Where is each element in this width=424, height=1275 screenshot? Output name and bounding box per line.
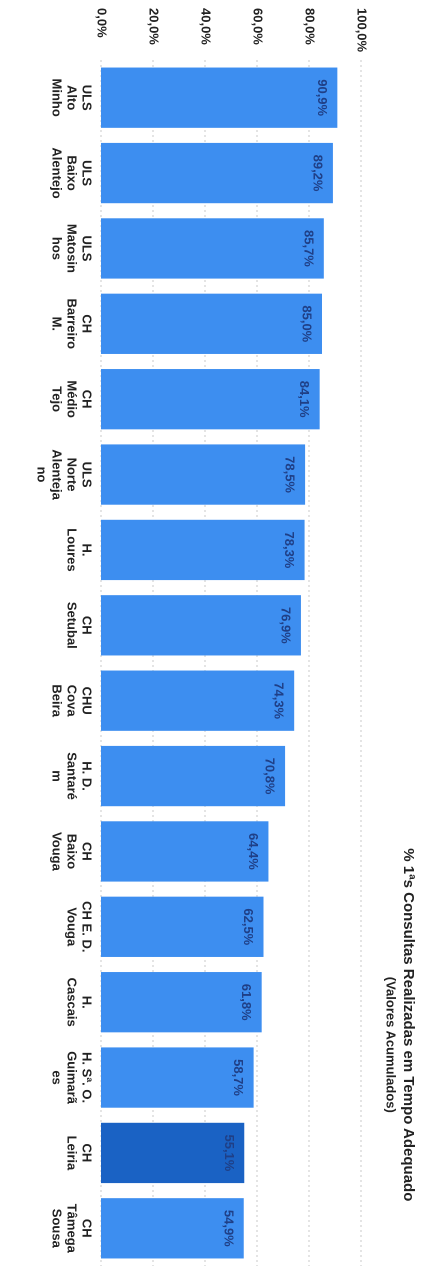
data-label: 90,9% xyxy=(315,79,330,116)
category-label: Leiria xyxy=(65,1136,80,1171)
bar xyxy=(101,293,322,354)
category-label: hos xyxy=(50,237,65,260)
category-label: ULS xyxy=(80,462,95,488)
tick-layer: 0,0% 20,0% 40,0% 60,0% 80,0% 100,0% xyxy=(95,8,370,53)
y-tick-label: 60,0% xyxy=(251,8,266,45)
category-layer: ULSAltoMinhoULSBaixoAlentejoULSMatosinho… xyxy=(35,79,95,1254)
bar xyxy=(101,821,269,882)
chart-subtitle: (Valores Acumulados) xyxy=(384,977,399,1113)
category-label: Alto xyxy=(65,85,80,110)
data-label: 89,2% xyxy=(310,155,325,192)
category-label: Médio xyxy=(65,380,80,418)
y-tick-label: 20,0% xyxy=(147,8,162,45)
category-label: CH xyxy=(80,1219,95,1238)
bar xyxy=(101,1047,254,1108)
category-label: Alenteja xyxy=(50,449,65,500)
category-label: ULS xyxy=(80,160,95,186)
bar xyxy=(101,67,338,128)
category-label: Cascais xyxy=(65,978,80,1027)
data-label: 78,3% xyxy=(282,532,297,569)
category-label: CH xyxy=(80,842,95,861)
category-label: ULS xyxy=(80,235,95,261)
bar xyxy=(101,369,320,430)
category-label: H. D. xyxy=(80,761,95,791)
data-label: 78,5% xyxy=(283,456,298,493)
category-label: CH xyxy=(80,616,95,635)
category-label: m xyxy=(50,770,65,782)
category-label: Barreiro xyxy=(65,299,80,350)
category-label: Vouga xyxy=(65,907,80,947)
category-label: Vouga xyxy=(50,832,65,872)
category-label: H. xyxy=(80,543,95,556)
category-label: CH E. D. xyxy=(80,901,95,952)
data-label: 58,7% xyxy=(231,1059,246,1096)
category-label: Sousa xyxy=(50,1209,65,1249)
category-label: H. Sª. O. xyxy=(80,1052,95,1103)
data-label: 64,4% xyxy=(246,833,261,870)
category-label: CH xyxy=(80,314,95,333)
data-label: 85,7% xyxy=(301,230,316,267)
category-label: CHU xyxy=(80,687,95,715)
bar xyxy=(101,1198,244,1259)
y-tick-label: 100,0% xyxy=(355,8,370,53)
bar-layer xyxy=(101,67,338,1259)
label-layer: 90,9% 89,2% 85,7% 85,0% 84,1% 78,5% 78,3% 76,9%… xyxy=(221,79,330,1247)
category-label: Loures xyxy=(65,528,80,571)
category-label: es xyxy=(50,1070,65,1084)
category-label: Santaré xyxy=(65,752,80,800)
data-label: 76,9% xyxy=(279,607,294,644)
data-label: 70,8% xyxy=(263,758,278,795)
y-tick-label: 0,0% xyxy=(95,8,110,38)
bar xyxy=(101,142,333,204)
category-label: Minho xyxy=(50,79,65,117)
category-label: Matosin xyxy=(65,224,80,273)
data-label: 55,1% xyxy=(222,1135,237,1172)
bar xyxy=(101,972,262,1033)
bar xyxy=(101,670,295,731)
bar xyxy=(101,519,305,581)
data-label: 84,1% xyxy=(297,381,312,418)
category-label: M. xyxy=(50,317,65,331)
bar xyxy=(101,444,306,505)
bar xyxy=(101,1122,245,1184)
title-layer: % 1ªs Consultas Realizadas em Tempo Adeq… xyxy=(384,848,417,1201)
category-label: Baixo xyxy=(65,834,80,869)
category-label: Alentejo xyxy=(50,147,65,198)
category-label: Tâmega xyxy=(65,1204,80,1254)
category-label: Beira xyxy=(50,684,65,717)
bar xyxy=(101,595,301,656)
category-label: Guimarã xyxy=(65,1051,80,1105)
category-label: ULS xyxy=(80,85,95,111)
category-label: Cova xyxy=(65,685,80,718)
category-label: CH xyxy=(80,1144,95,1163)
chart-title: % 1ªs Consultas Realizadas em Tempo Adeq… xyxy=(400,848,417,1201)
y-tick-label: 80,0% xyxy=(303,8,318,45)
data-label: 61,8% xyxy=(239,984,254,1021)
bar xyxy=(101,218,324,279)
bar xyxy=(101,745,286,807)
y-tick-label: 40,0% xyxy=(199,8,214,45)
data-label: 62,5% xyxy=(241,908,256,945)
category-label: CH xyxy=(80,390,95,409)
category-label: H. xyxy=(80,996,95,1009)
bar xyxy=(101,896,264,957)
category-label: Baixo xyxy=(65,155,80,190)
category-label: Setubal xyxy=(65,602,80,649)
data-label: 74,3% xyxy=(272,682,287,719)
category-label: Tejo xyxy=(50,386,65,412)
data-label: 85,0% xyxy=(300,305,315,342)
category-label: no xyxy=(35,467,50,483)
data-label: 54,9% xyxy=(221,1210,236,1247)
category-label: Norte xyxy=(65,458,80,492)
